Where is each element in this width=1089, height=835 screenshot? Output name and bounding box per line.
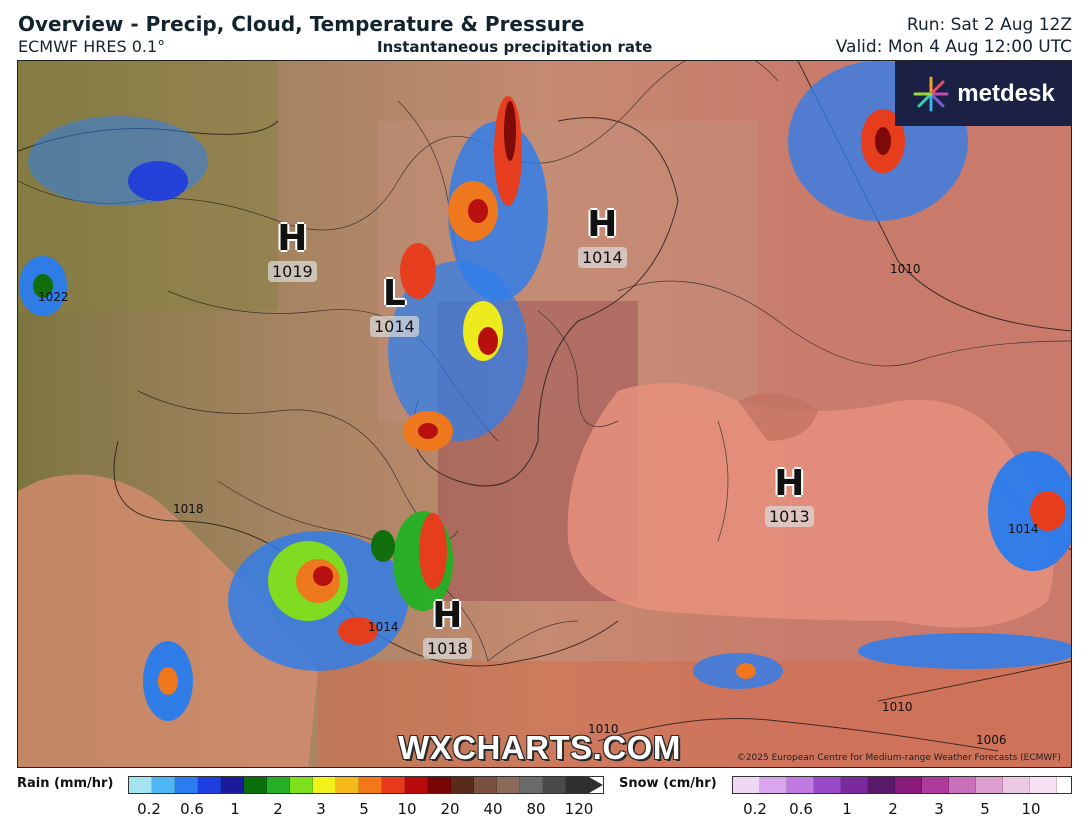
legend-color-cell bbox=[543, 777, 566, 793]
high-pressure-center: H 1018 bbox=[423, 598, 472, 659]
high-pressure-center: H 1019 bbox=[268, 221, 317, 282]
legend-color-cell bbox=[336, 777, 359, 793]
legend-color-cell bbox=[976, 777, 1003, 793]
legend-tick-label: 40 bbox=[483, 800, 503, 818]
legend-tick-label: 3 bbox=[316, 800, 326, 818]
legend-color-cell bbox=[428, 777, 451, 793]
legend-color-cell bbox=[313, 777, 336, 793]
precipitation bbox=[19, 61, 1071, 721]
legend-tick-label: 1 bbox=[842, 800, 852, 818]
legend-tick-label: 0.2 bbox=[743, 800, 767, 818]
legend-color-cell bbox=[175, 777, 198, 793]
legend-tick-label: 80 bbox=[526, 800, 546, 818]
legend-tick-label: 2 bbox=[888, 800, 898, 818]
legend-tick-label: 120 bbox=[564, 800, 594, 818]
adriatic-sea bbox=[18, 474, 318, 767]
metdesk-logo-text: metdesk bbox=[957, 79, 1055, 107]
legend-tick-label: 0.6 bbox=[789, 800, 813, 818]
legend-color-cell bbox=[895, 777, 922, 793]
legend-color-cell bbox=[1030, 777, 1057, 793]
legend-color-cell bbox=[520, 777, 543, 793]
high-pressure-center: H 1014 bbox=[578, 207, 627, 268]
legend-color-cell bbox=[129, 777, 152, 793]
turkey-region bbox=[318, 661, 1071, 767]
low-pressure-center: L 1014 bbox=[370, 276, 419, 337]
legend-tick-label: 0.6 bbox=[180, 800, 204, 818]
legend-color-cell bbox=[949, 777, 976, 793]
legend-color-cell bbox=[267, 777, 290, 793]
legend-tick-label: 5 bbox=[980, 800, 990, 818]
legend-color-cell bbox=[787, 777, 814, 793]
rain-color-bar bbox=[128, 776, 604, 794]
isobar-label: 1006 bbox=[976, 733, 1007, 747]
isobar-label: 1018 bbox=[173, 502, 204, 516]
run-time: Run: Sat 2 Aug 12Z bbox=[906, 15, 1072, 35]
legend-color-cell bbox=[221, 777, 244, 793]
map-canvas: 1010 1022 1018 1014 1010 1006 1010 1014 bbox=[18, 61, 1071, 767]
legend-color-cell bbox=[1003, 777, 1030, 793]
valid-time: Valid: Mon 4 Aug 12:00 UTC bbox=[835, 37, 1072, 57]
metdesk-logo: metdesk bbox=[895, 61, 1071, 126]
legend-arrow-icon bbox=[1057, 777, 1071, 793]
chart-title: Overview - Precip, Cloud, Temperature & … bbox=[18, 12, 585, 36]
legend-color-cell bbox=[382, 777, 405, 793]
isobar-labels: 1010 1022 1018 1014 1010 1006 1010 1014 bbox=[38, 262, 1039, 747]
legend-color-cell bbox=[244, 777, 267, 793]
legend-color-cell bbox=[841, 777, 868, 793]
weather-map[interactable]: 1010 1022 1018 1014 1010 1006 1010 1014 … bbox=[17, 60, 1072, 768]
legend-color-cell bbox=[760, 777, 787, 793]
crimea bbox=[738, 393, 818, 441]
watermark: WXCHARTS.COM bbox=[398, 729, 681, 766]
black-sea bbox=[567, 383, 1054, 628]
legend-color-cell bbox=[359, 777, 382, 793]
legend-color-cell bbox=[814, 777, 841, 793]
legend-arrow-icon bbox=[589, 777, 603, 793]
chart-subtitle: Instantaneous precipitation rate bbox=[377, 38, 653, 56]
high-pressure-center: H 1013 bbox=[765, 466, 814, 527]
isobar-label: 1010 bbox=[890, 262, 921, 276]
legend-tick-label: 20 bbox=[440, 800, 460, 818]
rain-legend-label: Rain (mm/hr) bbox=[17, 776, 114, 791]
legend-color-cell bbox=[922, 777, 949, 793]
legend-color-cell bbox=[198, 777, 221, 793]
legend-tick-label: 5 bbox=[359, 800, 369, 818]
legend-tick-label: 10 bbox=[1021, 800, 1041, 818]
copyright-notice: ©2025 European Centre for Medium-range W… bbox=[736, 753, 1061, 763]
legend-color-cell bbox=[405, 777, 428, 793]
legend-color-cell bbox=[290, 777, 313, 793]
legend-color-cell bbox=[497, 777, 520, 793]
legend-tick-label: 0.2 bbox=[137, 800, 161, 818]
isobar-label: 1010 bbox=[588, 722, 619, 736]
model-label: ECMWF HRES 0.1° bbox=[18, 37, 166, 56]
legend-color-cell bbox=[451, 777, 474, 793]
metdesk-logo-icon bbox=[913, 76, 949, 111]
legend-color-cell bbox=[733, 777, 760, 793]
legend-color-cell bbox=[868, 777, 895, 793]
legend-color-cell bbox=[152, 777, 175, 793]
legend-tick-label: 1 bbox=[230, 800, 240, 818]
isobar-label: 1010 bbox=[882, 700, 913, 714]
snow-color-bar bbox=[732, 776, 1072, 794]
legend-tick-label: 3 bbox=[934, 800, 944, 818]
legend-color-cell bbox=[566, 777, 589, 793]
isobar-label: 1014 bbox=[368, 620, 399, 634]
snow-legend-label: Snow (cm/hr) bbox=[619, 776, 717, 791]
legend-color-cell bbox=[474, 777, 497, 793]
isobar-label: 1014 bbox=[1008, 522, 1039, 536]
legend-tick-label: 2 bbox=[273, 800, 283, 818]
isobar-label: 1022 bbox=[38, 290, 69, 304]
legend-tick-label: 10 bbox=[397, 800, 417, 818]
